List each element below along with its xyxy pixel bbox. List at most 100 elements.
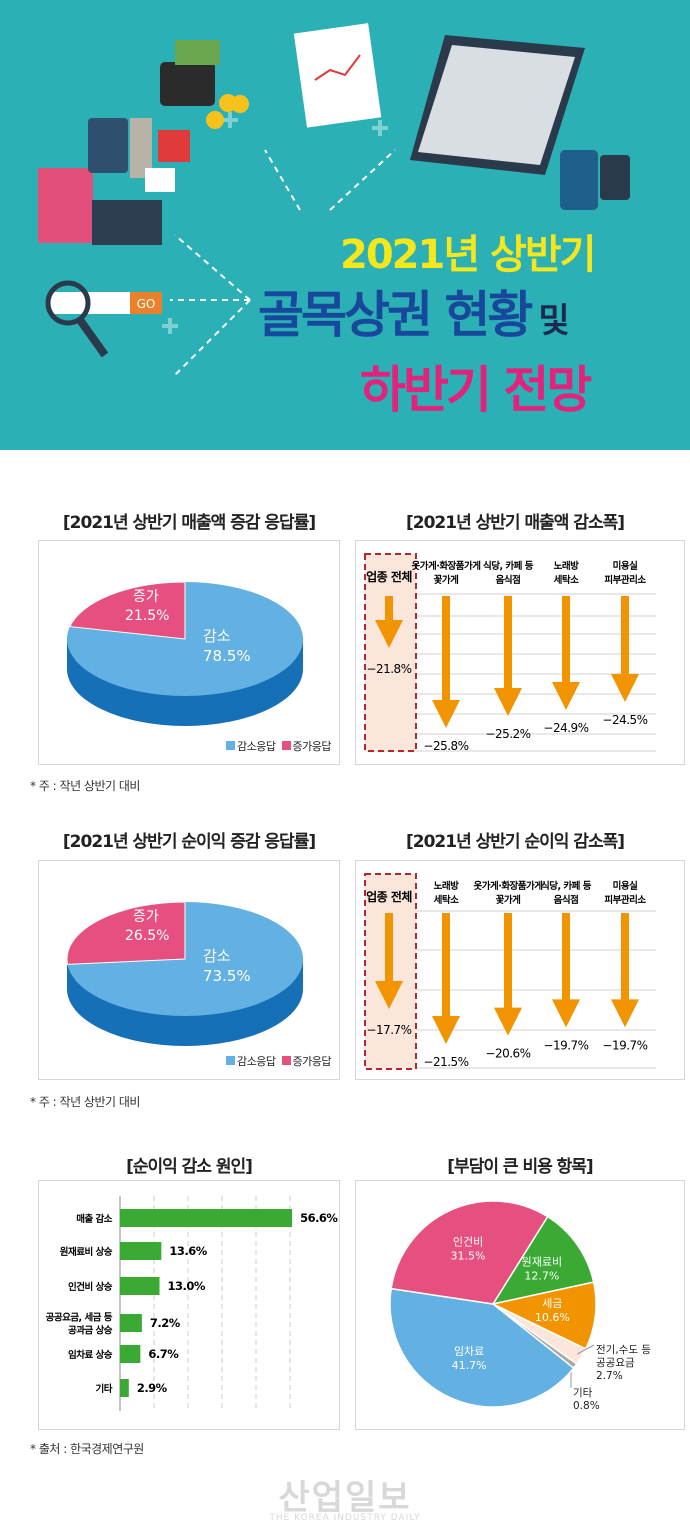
pie-slice [390,1200,549,1305]
bar [120,1314,142,1332]
category-label: 꽃가게 [434,574,459,586]
arrow-mark [494,596,522,716]
category-label: 매출 감소 [76,1213,113,1225]
slice-name: 증가 [133,589,159,605]
category-label: 원재료비 상승 [60,1246,113,1258]
category-label: 식당, 카페 등 [483,560,534,572]
category-label: 음식점 [554,894,579,906]
chart-title: [2021년 상반기 순이익 감소폭] [405,832,625,852]
legend-item-increase: 증가응답 [281,1053,332,1069]
category-label: 공공요금, 세금 등 [46,1312,113,1324]
legend: 감소응답 증가응답 [226,738,332,754]
dashed-connector-lines [170,149,396,376]
legend-item-decrease: 감소응답 [226,738,276,754]
value-label: −20.6% [485,1047,530,1061]
slice-label: 41.7% [452,1359,487,1372]
bar [120,1242,162,1260]
category-label: 공과금 상승 [68,1325,113,1337]
slice-name: 증가 [133,909,159,925]
pie-chart-profit: 증가 26.5% 감소 73.5% 감소응답 증가응답 [38,860,340,1080]
value-label: 13.0% [168,1279,206,1293]
arrow-mark [375,596,403,648]
phone-icon [560,150,630,210]
wallet-icon [160,40,220,106]
search-bar: GO [45,280,162,358]
footnote: * 주 : 작년 상반기 대비 [30,1095,140,1109]
value-label: −17.7% [366,1023,411,1037]
coin-icon [206,94,249,129]
highlight-box [364,553,417,752]
pie-slice [490,1281,597,1350]
bar [120,1345,141,1363]
header-illustration: GO [38,23,630,376]
arrow-chart-profit: 업종 전체 −17.7% 노래방 세탁소 −21.5% 옷가게·화장품가게 꽃가게 −20.6… [355,860,685,1080]
slice-label: 21.5% [125,608,169,624]
category-label: 피부관리소 [604,574,646,586]
arrow-mark [432,913,460,1044]
category-label: 옷가게·화장품가게 [411,560,480,572]
category-label: 옷가게·화장품가게 [473,880,542,892]
bar [120,1209,293,1227]
slice-name: 인건비 [453,1236,483,1249]
category-label: 기타 [96,1383,113,1395]
shopping-bag-icon [38,168,162,245]
chart-title: [2021년 상반기 매출액 감소폭] [405,513,625,533]
source-note: * 출처 : 한국경제연구원 [30,1442,144,1456]
slice-name: 감소 [203,627,231,645]
slice-label: 31.5% [451,1250,486,1263]
pie-chart-costs: 원재료비 12.7% 세금 10.6% 전기,수도 등 공공요금 2.7% 기타 0.8% 임차료… [355,1180,685,1430]
search-go-button[interactable]: GO [137,297,156,311]
slice-label: 26.5% [125,928,169,944]
value-label: 7.2% [150,1316,181,1330]
legend: 감소응답 증가응답 [226,1053,332,1069]
category-label: 세탁소 [434,894,459,906]
bar [120,1277,160,1295]
slice-name: 임차료 [454,1345,484,1358]
slice-label: 2.7% [596,1370,623,1382]
chart-title: [순이익 감소 원인] [126,1157,253,1177]
pie-slice [389,1287,575,1408]
value-label: −24.5% [602,713,647,727]
bar-chart-causes: 매출 감소 56.6% 원재료비 상승 13.6% 인건비 상승 13.0% 공공요금, 세… [38,1180,340,1430]
plus-icon [162,112,388,334]
value-label: 13.6% [169,1244,207,1258]
bar [120,1379,129,1397]
value-label: −25.2% [485,727,530,741]
value-label: 2.9% [137,1381,168,1395]
category-label: 인건비 상승 [68,1281,113,1293]
title-line-3: 하반기 전망 [360,361,592,419]
arrow-mark [611,913,639,1028]
slice-label: 73.5% [203,967,251,985]
category-label: 피부관리소 [604,894,646,906]
category-label: 노래방 [434,880,459,892]
arrow-mark [432,596,460,728]
category-label: 음식점 [496,574,521,586]
slice-label: 12.7% [524,1270,559,1283]
slice-label: 10.6% [535,1311,570,1324]
category-label: 업종 전체 [366,569,412,584]
laptop-icon [410,35,585,175]
slice-name: 전기,수도 등 [596,1344,651,1356]
title-line-2-main: 골목상권 현황 [258,286,533,344]
slice-label: 78.5% [203,647,251,665]
category-label: 미용실 [613,880,638,892]
arrow-mark [494,913,522,1036]
document-chart-icon [293,23,382,128]
pie-slice [491,1215,595,1306]
pie-svg: 증가 26.5% 감소 73.5% [66,901,303,1046]
pie-chart-sales: 증가 21.5% 감소 78.5% 감소응답 증가응답 [38,540,340,765]
category-label: 업종 전체 [366,889,412,904]
category-label: 식당, 카페 등 [541,880,592,892]
slice-label: 0.8% [573,1400,600,1412]
value-label: 6.7% [148,1347,179,1361]
title-line-1: 2021년 상반기 [340,232,596,278]
legend-item-decrease: 감소응답 [226,1053,276,1069]
arrow-chart-sales: 업종 전체 −21.8% 옷가게·화장품가게 꽃가게 −25.8% 식당, 카페 등 음식점… [355,540,685,765]
bar-svg: 매출 감소 56.6% 원재료비 상승 13.6% 인건비 상승 13.0% 공공요금, 세… [46,1196,339,1411]
value-label: −24.9% [543,721,588,735]
arrow-mark [552,913,580,1028]
legend-item-increase: 증가응답 [281,738,332,754]
leader-line [576,1344,595,1355]
